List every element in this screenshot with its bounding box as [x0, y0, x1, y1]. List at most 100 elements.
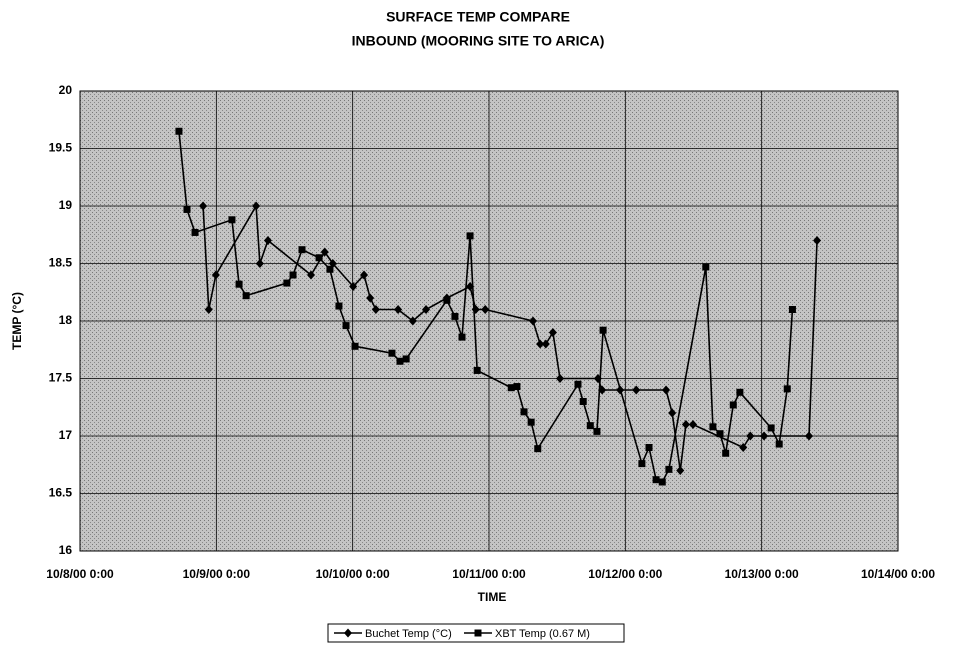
marker — [662, 385, 671, 395]
marker — [263, 236, 272, 245]
marker — [520, 408, 528, 416]
marker — [632, 385, 641, 395]
marker — [175, 127, 183, 135]
x-tick-label: 10/13/00 0:00 — [725, 567, 799, 581]
marker — [599, 326, 607, 334]
x-tick-label: 10/14/00 0:00 — [861, 567, 935, 581]
marker — [360, 270, 369, 280]
marker — [474, 629, 482, 637]
marker — [681, 420, 690, 429]
marker — [394, 305, 403, 314]
marker — [466, 232, 474, 240]
marker — [402, 355, 410, 363]
marker — [342, 322, 350, 330]
marker — [579, 398, 587, 405]
marker — [788, 306, 796, 313]
marker — [548, 328, 557, 337]
marker — [458, 333, 466, 341]
marker — [665, 465, 673, 473]
marker — [191, 228, 199, 236]
x-tick-label: 10/12/00 0:00 — [588, 567, 662, 581]
marker — [513, 383, 521, 391]
marker — [315, 254, 323, 262]
marker — [326, 265, 334, 273]
marker — [344, 628, 352, 638]
y-tick-label: 18.5 — [49, 256, 73, 270]
y-tick-label: 19 — [59, 198, 73, 212]
marker — [668, 408, 677, 418]
marker — [320, 247, 329, 257]
marker — [574, 380, 582, 388]
y-tick-label: 18 — [59, 313, 73, 327]
marker — [534, 445, 542, 453]
marker — [676, 466, 685, 475]
marker — [805, 431, 814, 441]
y-tick-label: 19.5 — [49, 141, 73, 155]
marker — [481, 305, 490, 314]
marker — [658, 478, 666, 486]
marker — [349, 282, 358, 291]
marker — [335, 302, 343, 310]
marker — [729, 401, 737, 409]
marker — [211, 270, 220, 280]
marker — [255, 259, 264, 268]
y-tick-label: 17 — [59, 428, 73, 442]
x-tick-label: 10/8/00 0:00 — [46, 567, 114, 581]
marker — [702, 263, 710, 271]
marker — [746, 431, 755, 441]
legend-label: XBT Temp (0.67 M) — [495, 628, 590, 640]
marker — [736, 388, 744, 396]
marker — [760, 431, 769, 441]
marker — [199, 201, 208, 211]
marker — [709, 423, 717, 431]
marker — [183, 205, 191, 213]
marker — [388, 349, 396, 357]
marker — [289, 271, 297, 279]
marker — [204, 305, 213, 314]
marker — [451, 312, 459, 320]
marker — [351, 342, 359, 350]
x-tick-label: 10/11/00 0:00 — [452, 567, 526, 581]
marker — [813, 236, 822, 245]
y-tick-label: 17.5 — [49, 371, 73, 385]
marker — [716, 430, 724, 438]
marker — [652, 476, 660, 484]
y-tick-label: 16 — [59, 543, 73, 557]
y-tick-label: 20 — [59, 83, 73, 97]
marker — [242, 292, 250, 300]
marker — [396, 357, 404, 365]
marker — [689, 420, 698, 429]
marker — [536, 339, 545, 349]
marker — [527, 418, 535, 426]
marker — [307, 270, 316, 280]
x-tick-label: 10/10/00 0:00 — [316, 567, 390, 581]
marker — [371, 305, 380, 314]
legend-label: Buchet Temp (°C) — [365, 628, 452, 640]
marker — [443, 296, 451, 304]
marker — [366, 293, 375, 303]
marker — [739, 443, 748, 452]
chart-subtitle: INBOUND (MOORING SITE TO ARICA) — [352, 33, 605, 49]
x-tick-label: 10/9/00 0:00 — [183, 567, 251, 581]
y-tick-label: 16.5 — [49, 486, 73, 500]
marker — [593, 427, 601, 435]
marker — [473, 366, 481, 374]
marker — [775, 440, 783, 448]
marker — [767, 424, 775, 432]
marker — [422, 305, 431, 314]
marker — [298, 246, 306, 254]
marker — [645, 444, 653, 451]
marker — [541, 339, 550, 349]
marker — [235, 280, 243, 288]
marker — [529, 316, 538, 326]
chart-title: SURFACE TEMP COMPARE — [386, 9, 570, 25]
marker — [783, 385, 791, 393]
marker — [556, 374, 565, 383]
marker — [228, 216, 236, 224]
marker — [638, 460, 646, 468]
marker — [283, 279, 291, 287]
marker — [722, 449, 730, 457]
x-axis-label: TIME — [478, 590, 507, 604]
marker — [408, 316, 417, 326]
